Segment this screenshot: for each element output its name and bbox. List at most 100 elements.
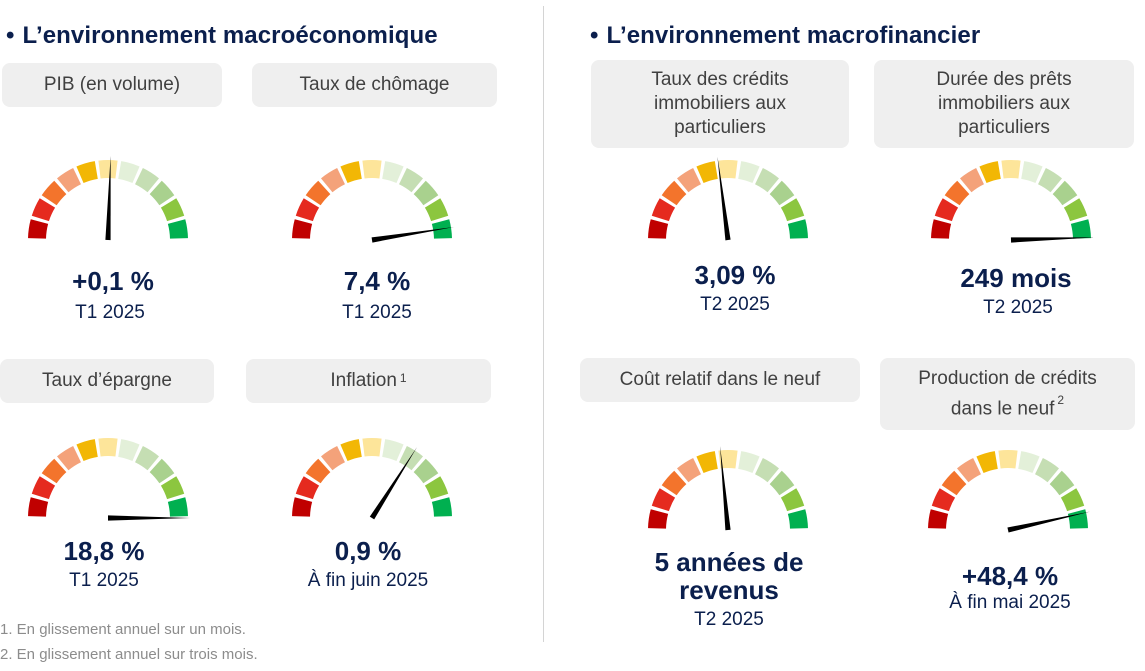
value-taux-credits: 3,09 % — [694, 260, 776, 290]
gauge-segment — [648, 509, 669, 529]
value-duree-prets: 249 mois — [960, 263, 1072, 293]
section-title-macroeconomique: • L’environnement macroéconomique — [6, 22, 438, 49]
gauge-segment — [738, 451, 760, 474]
label-taux-credits: Taux des crédits immobiliers aux particu… — [591, 60, 849, 148]
gauge-segment — [135, 446, 160, 471]
gauge-segment — [382, 439, 404, 462]
gauge-segment — [755, 168, 780, 193]
gauge-segment — [362, 438, 382, 457]
period-duree-prets: T2 2025 — [983, 297, 1053, 318]
gauge-segment — [28, 497, 49, 517]
gauge-segment — [362, 160, 382, 179]
gauge-segment — [320, 446, 345, 471]
period-taux-credits: T2 2025 — [700, 294, 770, 315]
gauge-segment — [787, 509, 808, 529]
gauge-segment — [979, 161, 1001, 184]
gauge-segment — [41, 458, 67, 484]
gauge-segment — [976, 451, 998, 474]
gauge-segment — [780, 198, 805, 222]
gauge-segment — [56, 168, 81, 193]
gauge-segment — [167, 497, 188, 517]
gauge-segment — [340, 161, 362, 184]
value-chomage: 7,4 % — [343, 266, 411, 296]
gauge-segment — [696, 161, 718, 184]
period-chomage: T1 2025 — [342, 302, 412, 323]
gauge-segment — [1063, 198, 1088, 222]
gauge-segment — [676, 168, 701, 193]
gauge-segment — [292, 219, 313, 239]
gauge-segment — [676, 458, 701, 483]
period-cout-relatif: T2 2025 — [694, 609, 764, 630]
gauge-segment — [98, 438, 118, 457]
gauge-taux-credits — [648, 156, 808, 241]
gauge-segment — [931, 219, 952, 239]
gauge-segment — [340, 439, 362, 462]
gauge-segment — [787, 219, 808, 239]
section-title-macrofinancier: • L’environnement macrofinancier — [590, 22, 981, 49]
gauge-segment — [1038, 168, 1063, 193]
gauge-inflation — [292, 438, 452, 520]
gauge-pib — [28, 156, 188, 241]
gauge-segment — [931, 488, 956, 512]
gauge-segment — [305, 458, 331, 484]
gauge-segment — [1018, 451, 1040, 474]
gauge-segment — [295, 198, 320, 222]
gauge-segment — [956, 458, 981, 483]
gauge-segment — [413, 180, 439, 206]
footnote-ref-2: 2 — [1057, 392, 1065, 407]
gauge-segment — [959, 168, 984, 193]
gauge-segment — [738, 161, 760, 184]
label-cout-relatif: Coût relatif dans le neuf — [580, 358, 860, 402]
gauge-segment — [755, 458, 780, 483]
gauge-segment — [769, 180, 795, 206]
gauge-segment — [413, 458, 439, 484]
footnote-ref-1: 1 — [399, 371, 407, 385]
period-epargne: T1 2025 — [69, 570, 139, 591]
value-cout-relatif: 5 années de revenus — [654, 547, 804, 605]
gauge-segment — [305, 180, 331, 206]
value-inflation: 0,9 % — [334, 536, 402, 566]
value-production: +48,4 % — [961, 561, 1059, 591]
label-pib: PIB (en volume) — [2, 63, 222, 107]
label-epargne: Taux d’épargne — [0, 359, 214, 403]
label-chomage: Taux de chômage — [252, 63, 497, 107]
period-pib: T1 2025 — [75, 302, 145, 323]
gauge-segment — [934, 198, 959, 222]
gauge-segment — [292, 497, 313, 517]
gauge-segment — [431, 497, 452, 517]
period-inflation: À fin juin 2025 — [307, 570, 429, 591]
gauge-segment — [382, 161, 404, 184]
gauge-chomage — [292, 160, 454, 243]
gauge-needle — [720, 446, 731, 531]
gauge-segment — [1021, 161, 1043, 184]
gauge-segment — [118, 439, 140, 462]
gauge-segment — [1035, 458, 1060, 483]
gauge-segment — [1060, 488, 1085, 512]
footnote-1: 1. En glissement annuel sur un mois. — [0, 621, 246, 638]
gauge-segment — [718, 450, 738, 469]
gauge-segment — [998, 450, 1018, 469]
gauge-segment — [167, 219, 188, 239]
gauge-segment — [424, 476, 449, 500]
gauge-segment — [661, 180, 687, 206]
gauge-segment — [28, 219, 49, 239]
gauge-epargne — [28, 438, 190, 521]
gauge-duree-prets — [931, 160, 1093, 243]
value-pib: +0,1 % — [72, 266, 154, 296]
gauge-segment — [41, 180, 67, 206]
gauge-segment — [160, 476, 185, 500]
gauge-segment — [1052, 180, 1078, 206]
gauge-segment — [769, 470, 795, 496]
gauge-segment — [651, 488, 676, 512]
gauge-segment — [295, 476, 320, 500]
gauge-needle — [105, 156, 111, 241]
gauge-segment — [160, 198, 185, 222]
period-production: À fin mai 2025 — [949, 592, 1071, 613]
gauge-segment — [696, 451, 718, 474]
gauge-segment — [718, 160, 738, 179]
gauge-segment — [424, 198, 449, 222]
gauge-segment — [651, 198, 676, 222]
footnote-2: 2. En glissement annuel sur trois mois. — [0, 646, 258, 663]
gauge-segment — [76, 161, 98, 184]
gauge-segment — [780, 488, 805, 512]
